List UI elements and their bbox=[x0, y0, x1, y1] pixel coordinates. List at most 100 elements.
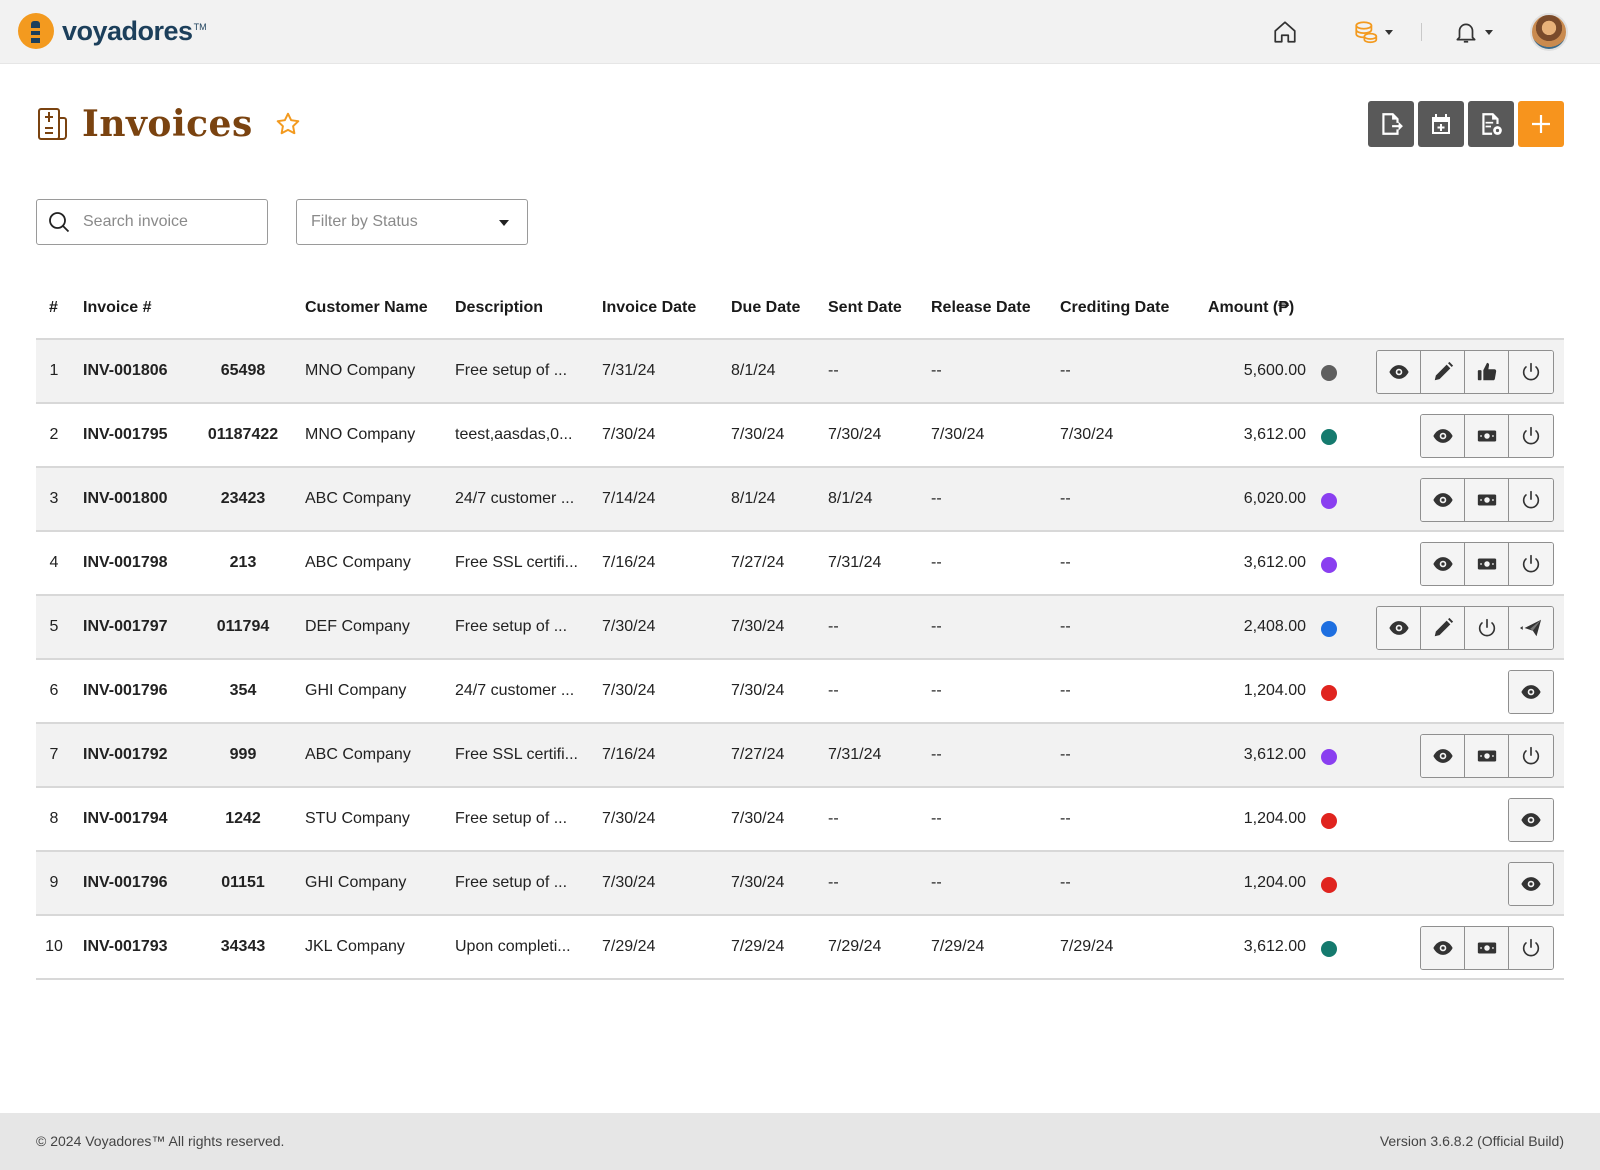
reference-number: 01151 bbox=[221, 874, 265, 891]
deactivate-button[interactable] bbox=[1509, 543, 1553, 585]
table-row[interactable]: 4 INV-001798 213 ABC Company Free SSL certif… bbox=[36, 532, 1564, 596]
view-button[interactable] bbox=[1377, 351, 1421, 393]
chevron-down-icon bbox=[1385, 29, 1393, 35]
row-actions bbox=[1508, 670, 1554, 714]
invoice-date: 7/16/24 bbox=[602, 554, 656, 571]
payment-button[interactable] bbox=[1465, 927, 1509, 969]
brand-logo[interactable]: voyadores TM bbox=[18, 13, 207, 49]
invoice-settings-button[interactable] bbox=[1468, 101, 1514, 147]
view-button[interactable] bbox=[1509, 863, 1553, 905]
description: 24/7 customer ... bbox=[455, 682, 575, 699]
customer-name: MNO Company bbox=[305, 362, 416, 379]
home-button[interactable] bbox=[1265, 12, 1305, 52]
notifications-button[interactable] bbox=[1448, 12, 1498, 52]
table-row[interactable]: 7 INV-001792 999 ABC Company Free SSL certif… bbox=[36, 724, 1564, 788]
col-number[interactable]: # bbox=[49, 299, 58, 316]
view-button[interactable] bbox=[1421, 543, 1465, 585]
status-dot bbox=[1321, 877, 1337, 893]
payment-button[interactable] bbox=[1465, 735, 1509, 777]
view-button[interactable] bbox=[1421, 415, 1465, 457]
row-number: 3 bbox=[49, 490, 59, 507]
col-crediting-date[interactable]: Crediting Date bbox=[1060, 299, 1170, 316]
col-due-date[interactable]: Due Date bbox=[731, 299, 801, 316]
search-input[interactable] bbox=[83, 213, 243, 231]
sent-date: -- bbox=[828, 874, 839, 891]
status-dot bbox=[1321, 621, 1337, 637]
star-icon bbox=[276, 112, 299, 135]
cash-icon bbox=[1476, 745, 1498, 767]
invoice-number: INV-001798 bbox=[83, 554, 168, 571]
status-dot bbox=[1321, 749, 1337, 765]
deactivate-button[interactable] bbox=[1509, 479, 1553, 521]
invoice-date: 7/30/24 bbox=[602, 874, 656, 891]
table-row[interactable]: 8 INV-001794 1242 STU Company Free setup of … bbox=[36, 788, 1564, 852]
edit-button[interactable] bbox=[1421, 607, 1465, 649]
favorite-button[interactable] bbox=[275, 111, 301, 137]
view-button[interactable] bbox=[1421, 735, 1465, 777]
col-release-date[interactable]: Release Date bbox=[931, 299, 1031, 316]
release-date: -- bbox=[931, 362, 942, 379]
col-sent-date[interactable]: Sent Date bbox=[828, 299, 902, 316]
description: Free SSL certifi... bbox=[455, 746, 578, 763]
export-button[interactable] bbox=[1368, 101, 1414, 147]
col-amount[interactable]: Amount (₱) bbox=[1208, 299, 1295, 316]
release-date: -- bbox=[931, 490, 942, 507]
status-dot bbox=[1321, 941, 1337, 957]
customer-name: DEF Company bbox=[305, 618, 410, 635]
crediting-date: -- bbox=[1060, 362, 1071, 379]
coins-menu-button[interactable] bbox=[1345, 12, 1401, 52]
col-description[interactable]: Description bbox=[455, 299, 544, 316]
sent-date: -- bbox=[828, 362, 839, 379]
table-row[interactable]: 9 INV-001796 01151 GHI Company Free setup of… bbox=[36, 852, 1564, 916]
power-icon bbox=[1520, 361, 1542, 383]
invoice-number: INV-001800 bbox=[83, 490, 168, 507]
invoice-date: 7/29/24 bbox=[602, 938, 656, 955]
eye-icon bbox=[1520, 681, 1542, 703]
row-number: 2 bbox=[49, 426, 59, 443]
deactivate-button[interactable] bbox=[1509, 351, 1553, 393]
add-invoice-button[interactable] bbox=[1518, 101, 1564, 147]
deactivate-button[interactable] bbox=[1509, 927, 1553, 969]
deactivate-button[interactable] bbox=[1509, 735, 1553, 777]
table-row[interactable]: 5 INV-001797 011794 DEF Company Free setup o… bbox=[36, 596, 1564, 660]
view-button[interactable] bbox=[1509, 671, 1553, 713]
view-button[interactable] bbox=[1377, 607, 1421, 649]
row-actions bbox=[1420, 926, 1554, 970]
view-button[interactable] bbox=[1421, 927, 1465, 969]
view-button[interactable] bbox=[1509, 799, 1553, 841]
invoice-number: INV-001794 bbox=[83, 810, 168, 827]
row-actions bbox=[1420, 414, 1554, 458]
payment-button[interactable] bbox=[1465, 479, 1509, 521]
customer-name: STU Company bbox=[305, 810, 410, 827]
sent-date: -- bbox=[828, 618, 839, 635]
send-button[interactable] bbox=[1509, 607, 1553, 649]
page-header: Invoices bbox=[36, 100, 301, 148]
view-button[interactable] bbox=[1421, 479, 1465, 521]
table-row[interactable]: 10 INV-001793 34343 JKL Company Upon complet… bbox=[36, 916, 1564, 980]
col-customer-name[interactable]: Customer Name bbox=[305, 299, 428, 316]
deactivate-button[interactable] bbox=[1509, 415, 1553, 457]
col-invoice-number[interactable]: Invoice # bbox=[83, 299, 152, 316]
amount: 1,204.00 bbox=[1243, 874, 1306, 891]
description: teest,aasdas,0... bbox=[455, 426, 573, 443]
deactivate-button[interactable] bbox=[1465, 607, 1509, 649]
table-row[interactable]: 3 INV-001800 23423 ABC Company 24/7 customer… bbox=[36, 468, 1564, 532]
due-date: 7/30/24 bbox=[731, 618, 785, 635]
sent-date: 7/31/24 bbox=[828, 746, 882, 763]
col-invoice-date[interactable]: Invoice Date bbox=[602, 299, 697, 316]
schedule-button[interactable] bbox=[1418, 101, 1464, 147]
table-row[interactable]: 6 INV-001796 354 GHI Company 24/7 customer .… bbox=[36, 660, 1564, 724]
status-filter-select[interactable]: Filter by Status bbox=[296, 199, 528, 245]
cash-icon bbox=[1476, 489, 1498, 511]
row-actions bbox=[1508, 862, 1554, 906]
payment-button[interactable] bbox=[1465, 543, 1509, 585]
user-avatar[interactable] bbox=[1530, 13, 1568, 51]
table-row[interactable]: 1 INV-001806 65498 MNO Company Free setup of… bbox=[36, 340, 1564, 404]
approve-button[interactable] bbox=[1465, 351, 1509, 393]
table-row[interactable]: 2 INV-001795 01187422 MNO Company teest,aasd… bbox=[36, 404, 1564, 468]
payment-button[interactable] bbox=[1465, 415, 1509, 457]
eye-icon bbox=[1432, 937, 1454, 959]
crediting-date: -- bbox=[1060, 810, 1071, 827]
release-date: -- bbox=[931, 682, 942, 699]
edit-button[interactable] bbox=[1421, 351, 1465, 393]
